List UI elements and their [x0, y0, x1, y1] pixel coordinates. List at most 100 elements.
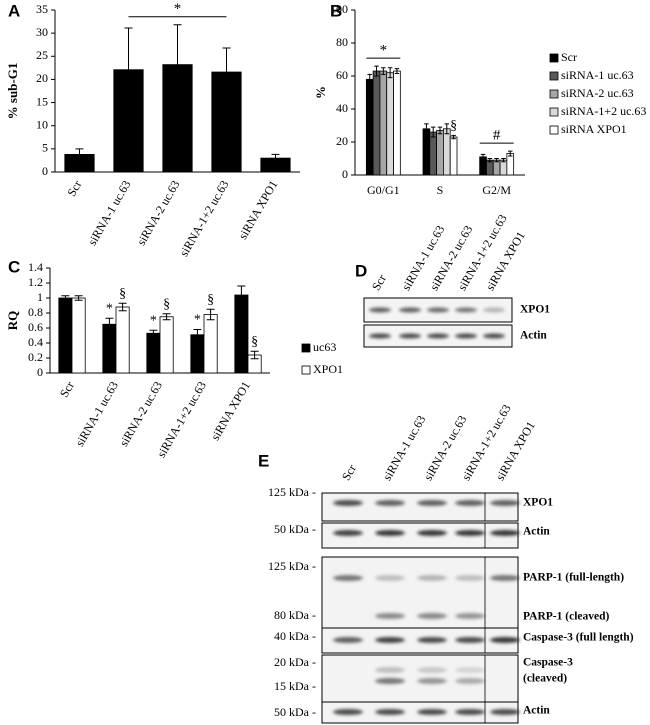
- blot-band: [427, 307, 449, 313]
- blot-band: [455, 575, 485, 581]
- error-bar: [424, 123, 429, 135]
- error-bar: [206, 308, 215, 321]
- blot-band: [455, 307, 477, 313]
- blot-row-label: Actin: [523, 705, 550, 717]
- error-bar: [387, 67, 393, 79]
- blot-band: [375, 637, 405, 643]
- blot-band: [333, 709, 363, 715]
- annotation: *: [380, 43, 388, 59]
- error-bar: [237, 285, 246, 305]
- blot-band: [369, 333, 391, 339]
- error-bar: [444, 123, 450, 135]
- blot-band: [375, 530, 405, 536]
- annotation: §: [119, 286, 126, 301]
- blot-band: [455, 678, 485, 684]
- bar: [486, 159, 494, 176]
- error-bar: [367, 73, 372, 85]
- blot-band: [417, 709, 447, 715]
- y-tick-label: 0: [37, 365, 43, 379]
- error-bar: [61, 295, 70, 301]
- blot-band: [455, 667, 485, 673]
- bar: [71, 297, 86, 374]
- blot-band: [417, 637, 447, 643]
- blot-row-label: PARP-1 (cleaved): [523, 611, 609, 623]
- blot-band: [417, 667, 447, 673]
- annotation: §: [251, 334, 258, 349]
- y-tick-label: 40: [336, 101, 348, 115]
- blot-band: [490, 637, 520, 643]
- blot-band: [375, 575, 405, 581]
- blot-band: [417, 530, 447, 536]
- legend-label: uc63: [313, 340, 336, 354]
- error-bar: [105, 317, 114, 331]
- blot-band: [483, 307, 505, 313]
- bar: [422, 128, 431, 176]
- panel-label: A: [8, 1, 20, 20]
- bar: [492, 159, 501, 176]
- legend-swatch: [549, 53, 559, 63]
- y-tick-label: 25: [36, 48, 48, 62]
- blot-band: [455, 530, 485, 536]
- blot-band: [417, 575, 447, 581]
- panel-label: C: [8, 257, 20, 276]
- blot-band: [490, 709, 520, 715]
- legend-label: siRNA-2 uc.63: [561, 86, 634, 100]
- y-tick-label: 1.4: [28, 260, 43, 274]
- blot-band: [399, 333, 421, 339]
- bar: [102, 323, 117, 374]
- error-bar: [118, 302, 127, 312]
- legend-swatch: [549, 71, 559, 81]
- error-bar: [173, 24, 182, 105]
- y-tick-label: 20: [336, 134, 348, 148]
- error-bar: [250, 350, 259, 360]
- error-bar: [508, 150, 513, 157]
- bar: [372, 70, 381, 176]
- panel-label: D: [355, 261, 367, 280]
- blot-band: [483, 333, 505, 339]
- blot-band: [417, 613, 447, 619]
- bar: [113, 69, 144, 173]
- x-tick-label: siRNA-1+2 uc.63: [154, 379, 209, 460]
- x-tick-label: siRNA-1 uc.63: [85, 178, 133, 248]
- blot-band: [369, 307, 391, 313]
- blot-band: [399, 307, 421, 313]
- x-tick-label: siRNA-1+2 uc.63: [177, 178, 232, 259]
- error-bar: [480, 153, 486, 160]
- bar: [449, 136, 458, 176]
- y-axis-label: % sub-G1: [5, 63, 20, 120]
- x-tick-label: Scr: [57, 379, 77, 400]
- blot-row-label: XPO1: [523, 497, 553, 509]
- blot-band: [490, 530, 520, 536]
- blot-band: [490, 575, 520, 581]
- error-bar: [193, 329, 202, 341]
- error-bar: [75, 148, 84, 161]
- legend-swatch: [549, 107, 559, 117]
- error-bar: [162, 313, 171, 321]
- bar: [442, 128, 451, 176]
- annotation: *: [174, 1, 182, 17]
- blot-band: [455, 637, 485, 643]
- x-tick-label: S: [437, 183, 444, 197]
- legend-swatch: [301, 365, 311, 375]
- legend-label: Scr: [561, 50, 577, 64]
- legend-swatch: [549, 89, 559, 99]
- blot-band: [375, 709, 405, 715]
- blot-band: [417, 500, 447, 506]
- blot-band: [455, 333, 477, 339]
- mw-marker: 20 kDa -: [274, 655, 316, 669]
- bar: [234, 294, 249, 374]
- mw-marker: 125 kDa -: [268, 485, 316, 499]
- blot-row-label: (cleaved): [523, 673, 567, 685]
- legend-label: siRNA-1 uc.63: [561, 68, 634, 82]
- blot-row-label: Caspase-3 (full length): [523, 632, 634, 644]
- blot-row-label: PARP-1 (full-length): [523, 572, 624, 584]
- bar: [115, 306, 130, 374]
- bar: [203, 314, 218, 374]
- bar: [146, 332, 161, 374]
- mw-marker: 40 kDa -: [274, 629, 316, 643]
- error-bar: [487, 158, 493, 163]
- bar: [379, 70, 388, 176]
- blot-frame: [321, 492, 519, 522]
- blot-band: [333, 637, 363, 643]
- y-tick-label: 60: [336, 68, 348, 82]
